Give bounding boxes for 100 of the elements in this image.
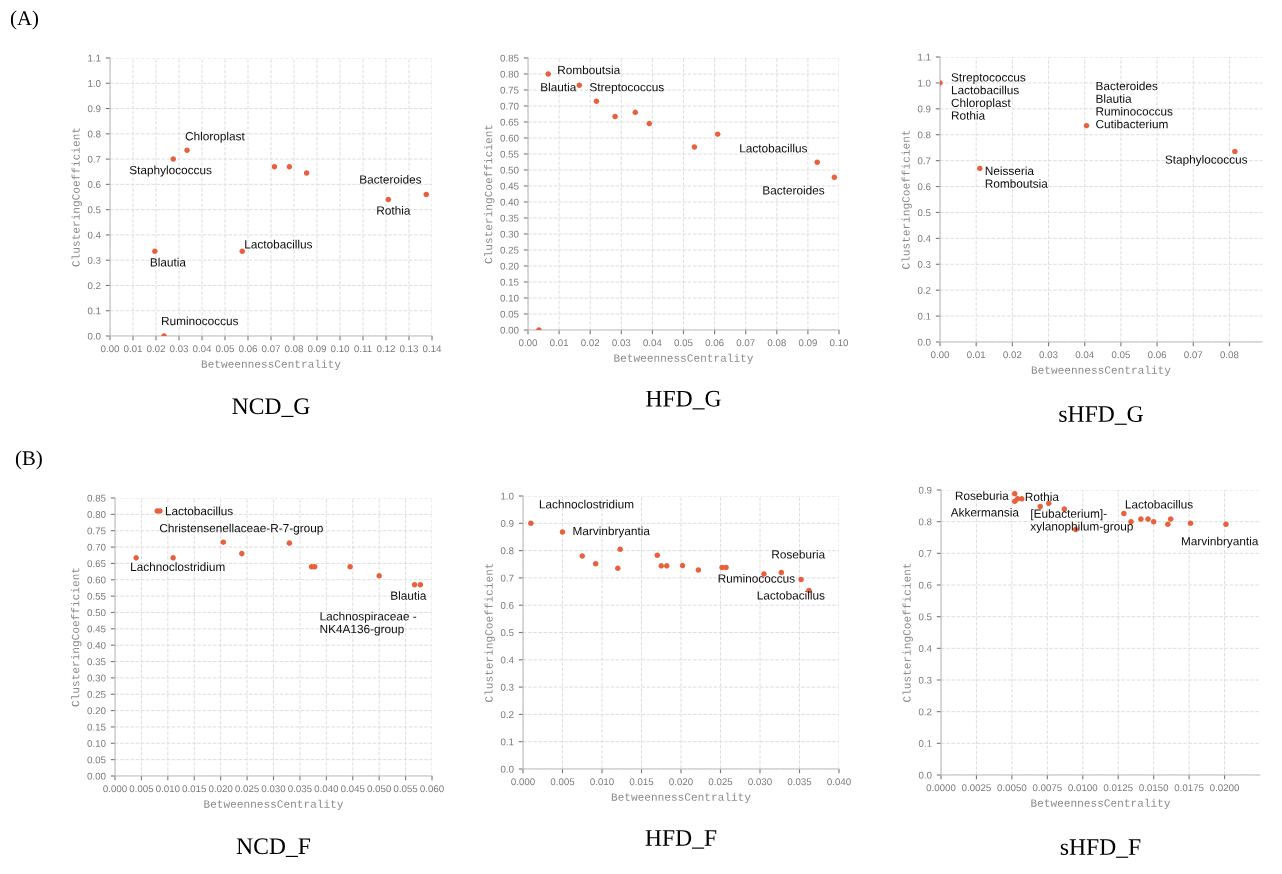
annotation: Staphylococcus bbox=[1165, 155, 1248, 167]
y-axis-title: ClusteringCoefficient bbox=[484, 563, 495, 702]
x-tick-label: 0.12 bbox=[376, 345, 395, 353]
annotation: Lachnospiraceae - NK4A136-group bbox=[320, 611, 417, 636]
annotation: Chloroplast bbox=[185, 131, 245, 143]
text: sHFD_F bbox=[1060, 839, 1141, 858]
x-tick-label: 0.02 bbox=[1003, 351, 1022, 359]
y-tick-label: 1.0 bbox=[501, 492, 514, 500]
x-tick-label: 0.03 bbox=[612, 339, 631, 347]
x-tick-label: 0.05 bbox=[215, 345, 235, 353]
x-axis-title: BetweennessCentrality bbox=[611, 792, 751, 803]
point bbox=[303, 170, 310, 176]
point bbox=[695, 567, 702, 573]
annotation: Blautia bbox=[150, 257, 186, 267]
y-tick-label: 0.0 bbox=[500, 765, 514, 773]
y-tick-label: 0.10 bbox=[500, 294, 519, 302]
y-tick-label: 0.55 bbox=[87, 592, 106, 600]
x-tick-label: 0.08 bbox=[767, 339, 786, 347]
y-tick-label: 0.4 bbox=[87, 231, 101, 239]
y-tick-label: 0.8 bbox=[500, 547, 514, 555]
y-tick-label: 0.40 bbox=[500, 198, 519, 206]
x-tick-label: 0.0050 bbox=[997, 784, 1027, 792]
point bbox=[347, 563, 353, 570]
x-tick-label: 0.055 bbox=[393, 785, 418, 793]
y-axis-title: ClusteringCoefficient bbox=[71, 128, 82, 267]
point bbox=[1187, 520, 1194, 527]
y-tick-label: 0.6 bbox=[500, 601, 514, 609]
text: HFD_G bbox=[646, 390, 721, 410]
y-tick-label: 0.8 bbox=[918, 518, 932, 526]
annotation: Akkermansia bbox=[950, 507, 1019, 517]
y-tick-label: 1.0 bbox=[918, 79, 931, 87]
annotation: Staphylococcus bbox=[129, 165, 212, 177]
y-tick-label: 0.7 bbox=[917, 157, 931, 165]
x-tick-label: 0.020 bbox=[669, 778, 693, 786]
annotation: Lactobacillus bbox=[757, 590, 825, 600]
point bbox=[1083, 122, 1090, 129]
annotation: Streptococcus bbox=[589, 83, 664, 94]
x-tick-label: 0.000 bbox=[103, 785, 127, 793]
x-tick-label: 0.030 bbox=[748, 778, 772, 786]
point bbox=[385, 196, 392, 203]
x-tick-label: 0.00 bbox=[930, 351, 950, 359]
annotation: Blautia bbox=[391, 591, 427, 600]
y-tick-label: 0.2 bbox=[87, 282, 101, 290]
y-tick-label: 0.20 bbox=[87, 707, 106, 715]
x-tick-label: 0.010 bbox=[590, 778, 614, 786]
x-axis-title: BetweennessCentrality bbox=[1031, 365, 1171, 376]
annotation: Lachnoclostridium bbox=[131, 562, 225, 572]
y-tick-label: 0.45 bbox=[87, 625, 106, 633]
x-tick-label: 0.04 bbox=[192, 345, 212, 353]
y-tick-label: 0.50 bbox=[87, 609, 106, 617]
x-tick-label: 0.05 bbox=[674, 339, 693, 347]
annotation: Bacteroides bbox=[360, 174, 422, 184]
point bbox=[376, 573, 382, 579]
annotation: Neisseria Romboutsia bbox=[985, 166, 1048, 188]
point bbox=[170, 156, 177, 162]
y-tick-label: 0.7 bbox=[500, 574, 514, 582]
y-tick-label: 0.9 bbox=[917, 105, 931, 113]
point bbox=[559, 529, 566, 535]
y-tick-label: 0.70 bbox=[500, 102, 519, 110]
point bbox=[1232, 148, 1238, 155]
y-tick-label: 0.35 bbox=[87, 658, 106, 666]
x-tick-label: 0.0025 bbox=[961, 784, 991, 792]
point bbox=[977, 165, 983, 172]
y-tick-label: 0.9 bbox=[918, 486, 932, 494]
annotation: Marvinbryantia bbox=[573, 526, 650, 538]
annotation: Ruminococcus bbox=[162, 316, 239, 326]
annotation: Rothia bbox=[377, 206, 411, 215]
annotation: Marvinbryantia bbox=[1181, 536, 1259, 548]
y-tick-label: 0.05 bbox=[500, 310, 519, 318]
annotation: Lactobacillus bbox=[1125, 499, 1193, 509]
point bbox=[1150, 518, 1157, 525]
y-tick-label: 0.7 bbox=[918, 550, 932, 557]
y-tick-label: 0.0 bbox=[918, 771, 932, 779]
x-tick-label: 0.01 bbox=[550, 339, 569, 347]
x-tick-label: 0.025 bbox=[235, 785, 259, 793]
y-tick-label: 0.9 bbox=[87, 105, 101, 113]
point bbox=[271, 163, 278, 170]
y-tick-label: 0.7 bbox=[87, 155, 101, 163]
x-tick-label: 0.09 bbox=[307, 345, 326, 353]
point bbox=[417, 581, 424, 588]
text: (B) bbox=[15, 450, 42, 470]
annotation: Blautia bbox=[541, 82, 577, 92]
y-tick-label: 0.3 bbox=[87, 256, 101, 264]
x-tick-label: 0.05 bbox=[1111, 351, 1130, 359]
x-tick-label: 0.0000 bbox=[926, 784, 956, 792]
x-tick-label: 0.10 bbox=[829, 339, 849, 347]
point bbox=[423, 191, 430, 198]
y-tick-label: 0.3 bbox=[917, 261, 931, 268]
x-axis-title: BetweennessCentrality bbox=[1031, 798, 1171, 809]
x-tick-label: 0.040 bbox=[314, 785, 339, 793]
annotation: [Eubacterium]- xylanophilum-group bbox=[1030, 509, 1133, 533]
point bbox=[658, 563, 665, 569]
point bbox=[798, 576, 804, 583]
y-tick-label: 0.2 bbox=[918, 708, 932, 716]
x-tick-label: 0.06 bbox=[705, 339, 724, 347]
y-tick-label: 0.8 bbox=[917, 131, 931, 139]
y-tick-label: 0.55 bbox=[500, 150, 519, 158]
point bbox=[814, 159, 821, 166]
x-tick-label: 0.0200 bbox=[1210, 784, 1240, 792]
x-tick-label: 0.04 bbox=[643, 339, 662, 347]
